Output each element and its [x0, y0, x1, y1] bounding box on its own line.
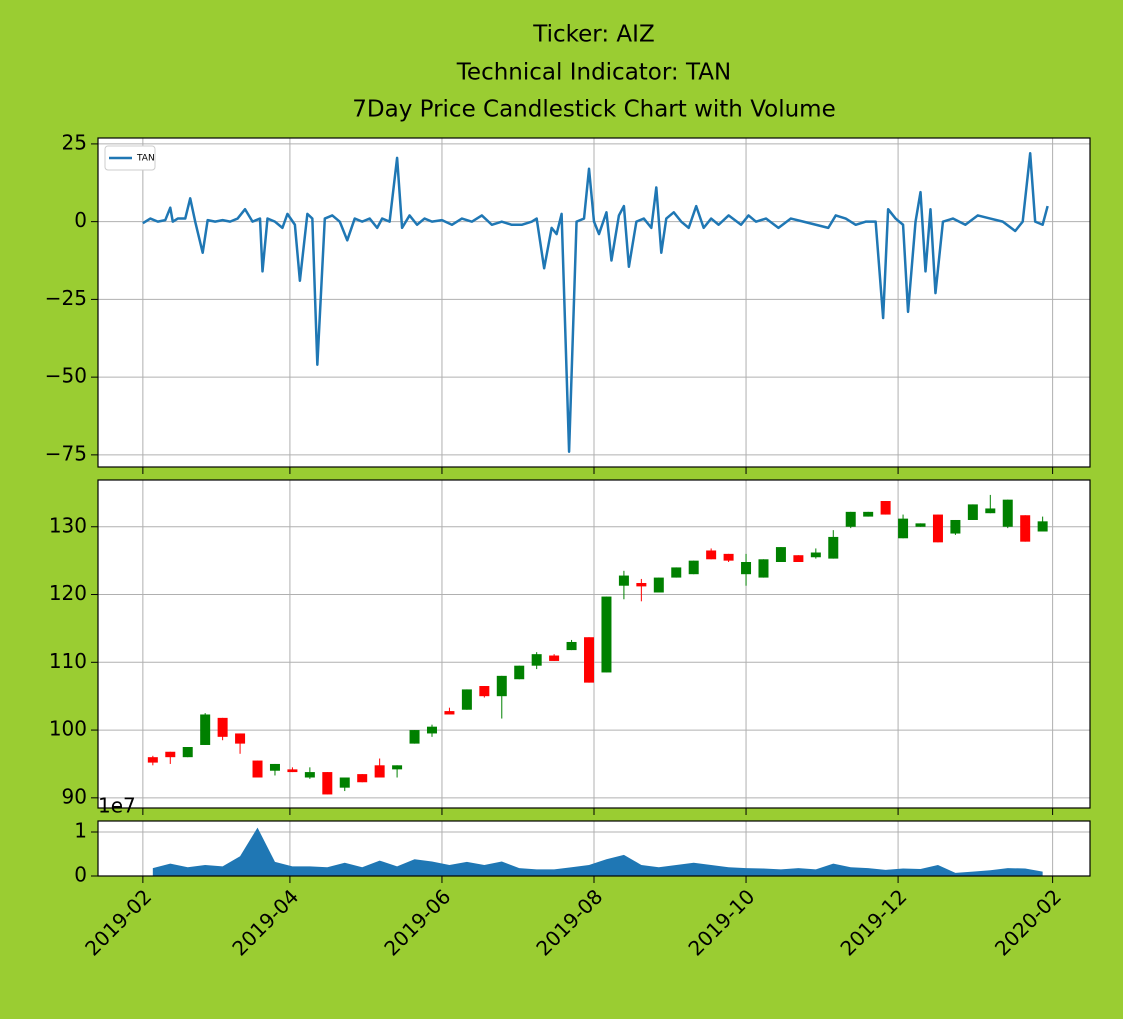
x-tick-label: 2019-08: [531, 884, 607, 960]
candle-body: [653, 577, 664, 593]
x-tick-label: 2019-10: [683, 884, 759, 960]
candle-body: [915, 523, 926, 527]
candle-body: [339, 777, 350, 788]
candle-body: [880, 501, 891, 515]
y-tick-label: 120: [49, 581, 87, 605]
candle-body: [723, 553, 734, 561]
candle-body: [845, 511, 856, 527]
y-tick-label: 0: [74, 208, 87, 232]
candle-body: [252, 760, 263, 778]
candle-body: [618, 575, 629, 586]
candle-body: [426, 726, 437, 734]
candle-body: [322, 772, 333, 795]
candle-body: [409, 730, 420, 744]
candle-body: [304, 772, 315, 778]
y-tick-label: −50: [45, 364, 87, 388]
chart-title: Ticker: AIZ: [532, 22, 654, 48]
plot-frame: [97, 137, 1091, 468]
y-tick-label: 90: [62, 784, 87, 808]
x-tick-label: 2019-12: [835, 884, 911, 960]
candle-body: [863, 511, 874, 517]
candle-body: [967, 504, 978, 520]
volume-area: [152, 827, 1043, 876]
candle-body: [531, 654, 542, 666]
x-tick-label: 2020-02: [990, 884, 1066, 960]
candle-body: [496, 675, 507, 697]
candle-body: [269, 763, 280, 771]
candle-body: [182, 747, 193, 758]
candle-body: [671, 567, 682, 578]
y-tick-label: 0: [74, 863, 87, 887]
candle-body: [147, 757, 158, 763]
candle-body: [584, 637, 595, 683]
candle-body: [636, 583, 647, 587]
candle-body: [217, 717, 228, 737]
candle-body: [985, 508, 996, 514]
candle-body: [688, 560, 699, 575]
y-tick-label: −25: [45, 286, 87, 310]
candle-body: [287, 769, 298, 773]
candle-body: [549, 655, 560, 661]
candle-body: [793, 555, 804, 562]
candle-body: [479, 686, 490, 697]
legend-label: TAN: [136, 154, 155, 164]
candle-body: [706, 550, 717, 560]
candle-body: [374, 765, 385, 778]
candle-body: [1020, 515, 1031, 542]
y-tick-label: 110: [49, 649, 87, 673]
x-tick-label: 2019-04: [227, 884, 303, 960]
candle-body: [741, 562, 752, 575]
chart-title: Technical Indicator: TAN: [456, 60, 731, 86]
candle-body: [392, 765, 403, 770]
candle-body: [601, 596, 612, 673]
x-tick-label: 2019-02: [80, 884, 156, 960]
y-tick-label: 25: [62, 130, 87, 154]
candle-body: [828, 536, 839, 559]
candle-body: [950, 519, 961, 534]
candle-body: [1002, 499, 1013, 527]
x-tick-label: 2019-06: [379, 884, 455, 960]
y-tick-label: 100: [49, 717, 87, 741]
candle-body: [566, 641, 577, 651]
candle-body: [200, 714, 211, 745]
plot-frame: [97, 479, 1091, 809]
plot-frame: [97, 820, 1091, 877]
y-tick-label: −75: [45, 441, 87, 465]
candle-body: [898, 518, 909, 539]
candle-body: [444, 711, 455, 715]
legend: TAN: [104, 145, 156, 171]
candle-body: [758, 559, 769, 578]
offset-text: 1e7: [98, 794, 136, 818]
candle-body: [235, 733, 246, 744]
candle-body: [932, 514, 943, 543]
y-tick-label: 130: [49, 513, 87, 537]
candle-body: [775, 547, 786, 562]
line: [142, 151, 1049, 454]
candle-body: [357, 774, 368, 783]
candle-body: [1037, 521, 1048, 532]
candle-body: [461, 689, 472, 710]
candle-body: [165, 751, 176, 758]
y-tick-label: 1: [74, 819, 87, 843]
chart-title: 7Day Price Candlestick Chart with Volume: [352, 97, 835, 123]
candle-body: [514, 665, 525, 680]
candle-body: [810, 552, 821, 558]
